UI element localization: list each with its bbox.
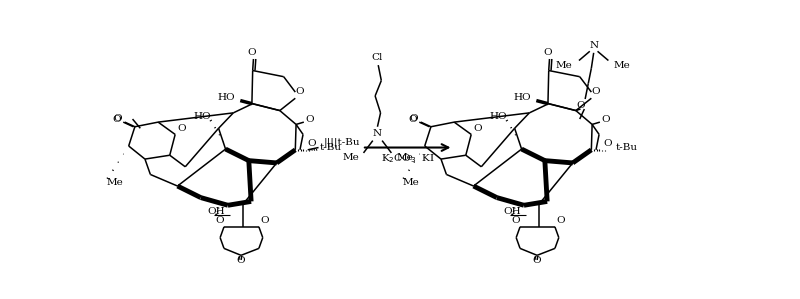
Text: O: O <box>557 216 566 225</box>
Text: N: N <box>589 41 598 50</box>
Text: HO: HO <box>490 112 507 121</box>
Text: O: O <box>544 48 552 57</box>
Text: HO: HO <box>514 93 531 102</box>
Text: ||||t-Bu: ||||t-Bu <box>323 137 360 147</box>
Text: O: O <box>592 87 600 96</box>
Text: N: N <box>373 129 382 138</box>
Text: O: O <box>474 124 482 133</box>
Text: O: O <box>408 115 417 123</box>
Text: Me: Me <box>106 178 123 187</box>
Text: K$_2$CO$_3$  KI: K$_2$CO$_3$ KI <box>381 153 434 165</box>
Text: Me: Me <box>556 61 573 70</box>
Text: O: O <box>604 139 612 148</box>
Text: O: O <box>114 114 122 123</box>
Text: OH: OH <box>503 207 521 216</box>
Text: O: O <box>178 124 186 133</box>
Text: Me: Me <box>613 61 630 70</box>
Text: O: O <box>296 87 304 96</box>
Text: O: O <box>308 139 316 148</box>
Text: O: O <box>247 48 256 57</box>
Text: O: O <box>112 115 121 123</box>
Text: Me: Me <box>396 153 413 162</box>
Text: O: O <box>602 115 610 123</box>
Text: OH: OH <box>207 207 225 216</box>
Text: O: O <box>261 216 270 225</box>
Text: Me: Me <box>402 178 419 187</box>
Text: HO: HO <box>194 112 211 121</box>
Text: Me: Me <box>342 153 359 162</box>
Text: O: O <box>533 256 542 265</box>
Text: O: O <box>306 115 314 123</box>
Text: t-Bu: t-Bu <box>616 143 638 152</box>
Text: Cl: Cl <box>372 53 383 62</box>
Text: O: O <box>512 216 521 225</box>
Text: O: O <box>237 256 246 265</box>
Text: t-Bu: t-Bu <box>320 143 342 152</box>
Text: O: O <box>576 101 585 110</box>
Text: HO: HO <box>218 93 235 102</box>
Text: O: O <box>410 114 418 123</box>
Text: O: O <box>216 216 225 225</box>
